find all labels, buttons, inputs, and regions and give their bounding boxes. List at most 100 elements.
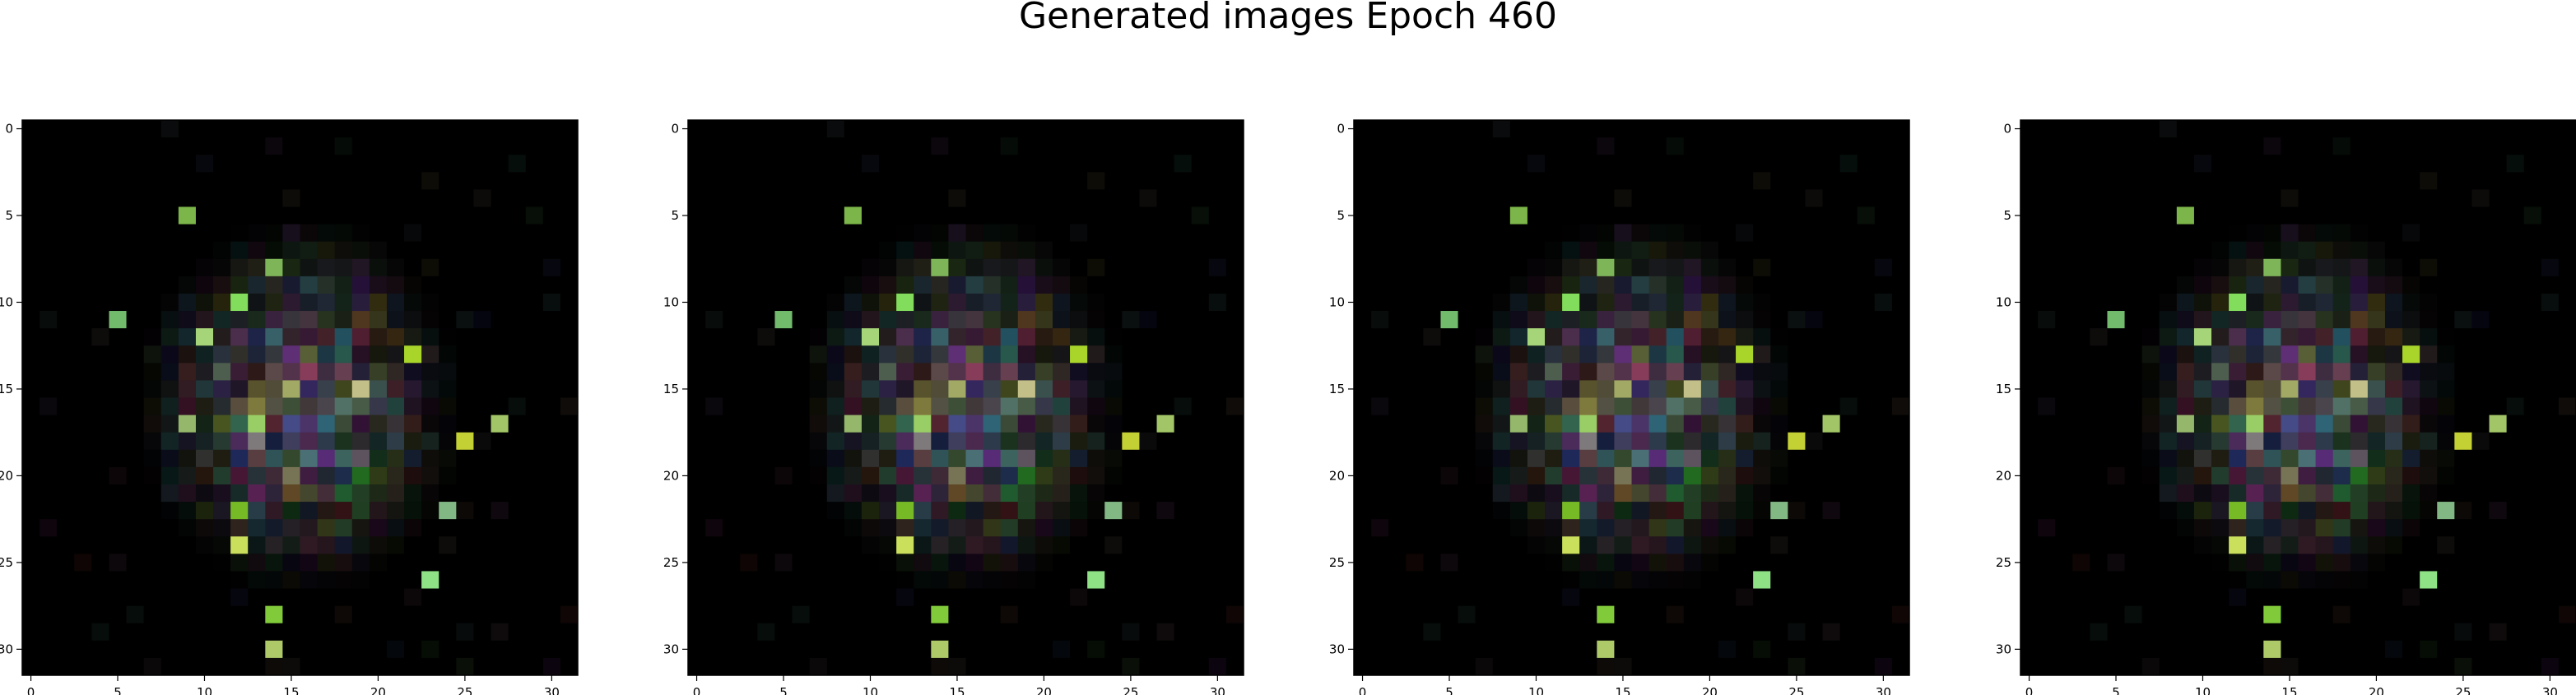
pixel-cell: [1000, 363, 1019, 381]
pixel-cell: [1492, 484, 1511, 503]
pixel-cell: [1388, 536, 1407, 554]
pixel-cell: [1736, 258, 1754, 277]
pixel-cell: [1035, 554, 1053, 572]
pixel-cell: [1614, 345, 1632, 364]
pixel-cell: [2246, 120, 2264, 138]
pixel-cell: [560, 588, 579, 607]
pixel-cell: [1440, 657, 1458, 676]
pixel-cell: [931, 311, 949, 329]
pixel-cell: [2454, 449, 2472, 468]
pixel-cell: [1666, 311, 1685, 329]
pixel-cell: [1788, 536, 1806, 554]
pixel-cell: [525, 588, 544, 607]
pixel-cell: [456, 415, 474, 433]
pixel-cell: [2332, 241, 2351, 260]
pixel-cell: [1492, 415, 1511, 433]
pixel-cell: [2124, 519, 2143, 537]
pixel-cell: [2020, 241, 2039, 260]
pixel-cell: [143, 137, 162, 155]
pixel-cell: [1354, 466, 1372, 485]
pixel-cell: [2055, 311, 2073, 329]
pixel-cell: [178, 380, 197, 398]
pixel-cell: [2298, 484, 2316, 503]
pixel-cell: [126, 605, 145, 624]
pixel-cell: [1579, 571, 1597, 589]
pixel-cell: [456, 120, 474, 138]
pixel-cell: [1545, 328, 1563, 346]
pixel-cell: [2471, 258, 2490, 277]
pixel-cell: [542, 657, 561, 676]
pixel-cell: [369, 328, 388, 346]
pixel-cell: [1475, 519, 1494, 537]
pixel-cell: [2055, 345, 2073, 364]
pixel-cell: [1139, 258, 1157, 277]
pixel-cell: [2298, 137, 2316, 155]
y-tick-label: 25: [663, 555, 679, 570]
pixel-cell: [1788, 466, 1806, 485]
pixel-cell: [1805, 466, 1823, 485]
pixel-cell: [525, 363, 544, 381]
pixel-cell: [2437, 241, 2455, 260]
pixel-cell: [2558, 363, 2576, 381]
pixel-cell: [1087, 155, 1105, 173]
pixel-cell: [688, 484, 706, 503]
pixel-cell: [2281, 519, 2299, 537]
pixel-cell: [1509, 258, 1528, 277]
pixel-cell: [2454, 571, 2472, 589]
pixel-cell: [91, 484, 109, 503]
pixel-cell: [948, 466, 966, 485]
pixel-cell: [317, 311, 336, 329]
pixel-cell: [2332, 189, 2351, 207]
pixel-cell: [525, 241, 544, 260]
pixel-cell: [1052, 241, 1071, 260]
pixel-cell: [1406, 502, 1424, 520]
pixel-cell: [1423, 502, 1441, 520]
pixel-cell: [22, 415, 40, 433]
pixel-cell: [2541, 293, 2560, 312]
pixel-cell: [2141, 588, 2160, 607]
pixel-cell: [2437, 258, 2455, 277]
pixel-cell: [2315, 536, 2334, 554]
pixel-cell: [2332, 415, 2351, 433]
pixel-cell: [282, 155, 300, 173]
pixel-cell: [1052, 623, 1071, 642]
pixel-cell: [2367, 137, 2386, 155]
pixel-cell: [1035, 397, 1053, 415]
pixel-cell: [439, 224, 457, 243]
pixel-cell: [1371, 657, 1389, 676]
pixel-cell: [983, 432, 1002, 451]
pixel-cell: [1017, 466, 1036, 485]
pixel-cell: [1139, 415, 1157, 433]
pixel-cell: [1035, 623, 1053, 642]
pixel-cell: [1805, 502, 1823, 520]
pixel-cell: [1527, 605, 1546, 624]
pixel-cell: [2315, 224, 2334, 243]
pixel-cell: [1492, 363, 1511, 381]
pixel-cell: [914, 363, 932, 381]
pixel-cell: [2107, 502, 2125, 520]
pixel-cell: [160, 536, 179, 554]
pixel-cell: [1614, 258, 1632, 277]
pixel-cell: [143, 466, 162, 485]
pixel-cell: [109, 241, 127, 260]
pixel-cell: [2107, 536, 2125, 554]
pixel-cell: [1736, 571, 1754, 589]
pixel-cell: [2523, 189, 2542, 207]
pixel-cell: [1736, 120, 1754, 138]
pixel-cell: [300, 380, 318, 398]
x-tick-label: 25: [457, 685, 472, 695]
pixel-cell: [1891, 519, 1910, 537]
pixel-cell: [740, 519, 758, 537]
pixel-cell: [740, 380, 758, 398]
pixel-cell: [1406, 311, 1424, 329]
pixel-cell: [1545, 623, 1563, 642]
pixel-cell: [2124, 311, 2143, 329]
pixel-cell: [404, 293, 422, 312]
pixel-cell: [2246, 363, 2264, 381]
pixel-cell: [1174, 363, 1193, 381]
pixel-cell: [2332, 554, 2351, 572]
pixel-cell: [914, 657, 932, 676]
pixel-cell: [126, 484, 145, 503]
pixel-cell: [351, 554, 370, 572]
pixel-cell: [491, 502, 509, 520]
